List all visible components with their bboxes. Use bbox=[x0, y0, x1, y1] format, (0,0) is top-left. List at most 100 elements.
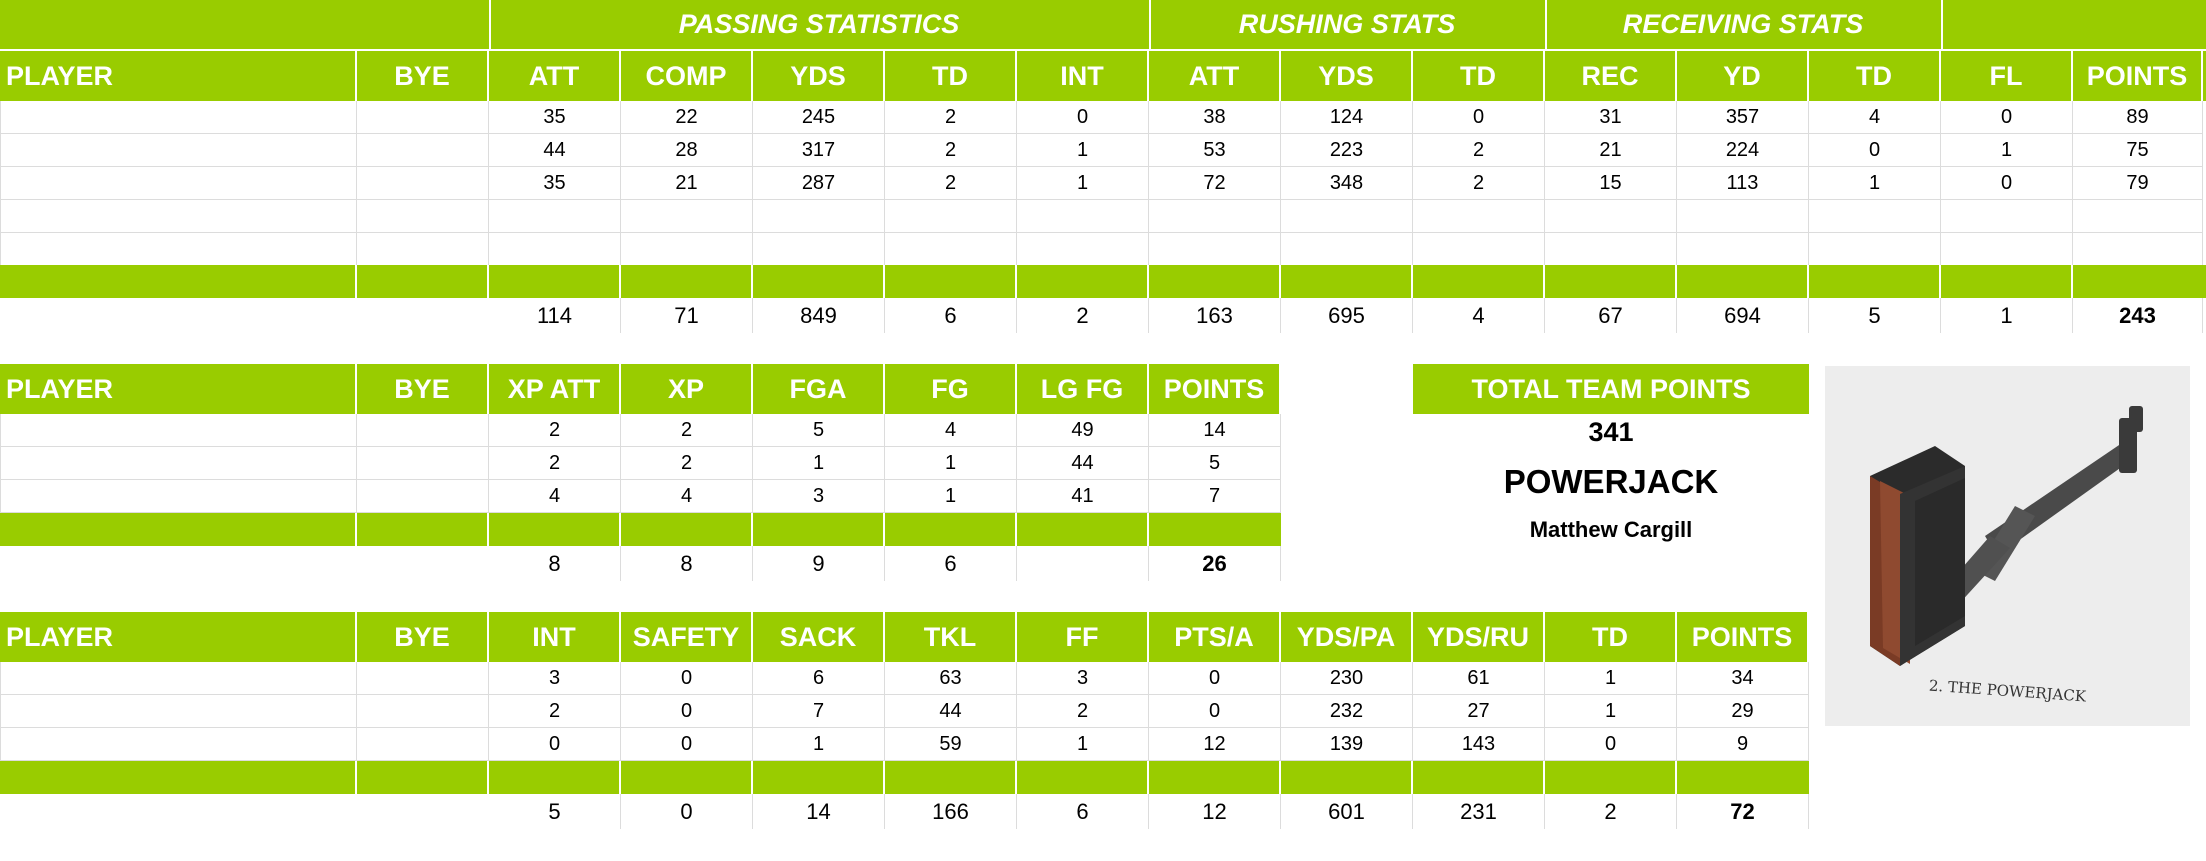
off-total-cell: 71 bbox=[621, 298, 753, 333]
def-spacer-divider bbox=[355, 761, 357, 794]
def-spacer-divider bbox=[1411, 761, 1413, 794]
defense-header-row bbox=[0, 612, 1809, 662]
kick-cell: 44 bbox=[1017, 447, 1149, 480]
kick-cell: 49 bbox=[1017, 414, 1149, 447]
off-cell bbox=[0, 101, 357, 134]
off-cell: 2 bbox=[1413, 167, 1545, 200]
off-empty-cell bbox=[1413, 200, 1545, 233]
off-empty-cell bbox=[1941, 200, 2073, 233]
kick-cell: 2 bbox=[621, 414, 753, 447]
off-cell: 79 bbox=[2073, 167, 2203, 200]
kick-total-points: 26 bbox=[1149, 546, 1281, 581]
def-spacer-divider bbox=[1279, 761, 1281, 794]
off-empty-cell bbox=[1677, 200, 1809, 233]
off-header-13: FL bbox=[1941, 51, 2073, 101]
off-empty-cell bbox=[0, 233, 357, 266]
off-spacer-divider bbox=[1411, 265, 1413, 298]
off-total-cell: 2 bbox=[1017, 298, 1149, 333]
def-header-6: FF bbox=[1017, 612, 1149, 662]
kick-header-4: FGA bbox=[753, 364, 885, 414]
off-cell: 75 bbox=[2073, 134, 2203, 167]
kick-cell: 7 bbox=[1149, 480, 1281, 513]
off-header-14: POINTS bbox=[2073, 51, 2203, 101]
def-cell: 2 bbox=[489, 695, 621, 728]
off-header-3: COMP bbox=[621, 51, 753, 101]
kick-total-cell: 6 bbox=[885, 546, 1017, 581]
def-spacer-divider bbox=[1543, 761, 1545, 794]
def-cell: 12 bbox=[1149, 728, 1281, 761]
off-cell: 28 bbox=[621, 134, 753, 167]
off-cell: 0 bbox=[1941, 101, 2073, 134]
def-cell: 44 bbox=[885, 695, 1017, 728]
kick-header-6: LG FG bbox=[1017, 364, 1149, 414]
off-cell: 287 bbox=[753, 167, 885, 200]
offense-group-header-row bbox=[0, 0, 2206, 49]
off-header-7: ATT bbox=[1149, 51, 1281, 101]
off-cell: 2 bbox=[885, 101, 1017, 134]
off-total-cell: 695 bbox=[1281, 298, 1413, 333]
kick-cell: 2 bbox=[489, 414, 621, 447]
kick-header-2: XP ATT bbox=[489, 364, 621, 414]
off-total-cell: 6 bbox=[885, 298, 1017, 333]
off-cell: 0 bbox=[1809, 134, 1941, 167]
def-spacer-divider bbox=[487, 761, 489, 794]
off-empty-cell bbox=[1545, 233, 1677, 266]
off-cell: 15 bbox=[1545, 167, 1677, 200]
off-cell: 317 bbox=[753, 134, 885, 167]
off-cell: 2 bbox=[1413, 134, 1545, 167]
kick-cell: 5 bbox=[1149, 447, 1281, 480]
passing-group-label: PASSING STATISTICS bbox=[678, 9, 960, 39]
off-spacer-divider bbox=[487, 265, 489, 298]
kick-header-5: FG bbox=[885, 364, 1017, 414]
kick-cell bbox=[0, 447, 357, 480]
kick-spacer-divider bbox=[355, 513, 357, 546]
def-cell: 1 bbox=[753, 728, 885, 761]
kick-header-1: BYE bbox=[357, 364, 489, 414]
off-cell: 348 bbox=[1281, 167, 1413, 200]
receiving-group-label: RECEIVING STATS bbox=[1622, 9, 1864, 39]
def-total-cell: 601 bbox=[1281, 794, 1413, 829]
off-total-cell: 849 bbox=[753, 298, 885, 333]
kick-cell: 1 bbox=[885, 447, 1017, 480]
def-header-11: POINTS bbox=[1677, 612, 1809, 662]
total-team-points-value: 341 bbox=[1588, 416, 1634, 447]
off-cell: 245 bbox=[753, 101, 885, 134]
kick-cell: 2 bbox=[489, 447, 621, 480]
rushing-group-label: RUSHING STATS bbox=[1238, 9, 1456, 39]
kick-total-cell: 8 bbox=[621, 546, 753, 581]
def-total-cell: 14 bbox=[753, 794, 885, 829]
kick-total-cell bbox=[1017, 546, 1149, 581]
off-empty-cell bbox=[621, 200, 753, 233]
off-total-cell: 694 bbox=[1677, 298, 1809, 333]
team-logo: 2. THE POWERJACK bbox=[1825, 366, 2190, 726]
off-spacer-divider bbox=[1015, 265, 1017, 298]
def-cell bbox=[357, 695, 489, 728]
def-header-3: SAFETY bbox=[621, 612, 753, 662]
off-spacer-divider bbox=[1675, 265, 1677, 298]
def-total-points: 72 bbox=[1677, 794, 1809, 829]
off-cell: 0 bbox=[1017, 101, 1149, 134]
def-cell: 0 bbox=[621, 662, 753, 695]
def-cell: 0 bbox=[621, 695, 753, 728]
kick-header-7: POINTS bbox=[1149, 364, 1281, 414]
kick-cell bbox=[0, 414, 357, 447]
off-cell: 35 bbox=[489, 167, 621, 200]
def-cell: 27 bbox=[1413, 695, 1545, 728]
off-cell: 21 bbox=[1545, 134, 1677, 167]
off-cell: 0 bbox=[1413, 101, 1545, 134]
off-header-6: INT bbox=[1017, 51, 1149, 101]
def-cell bbox=[0, 662, 357, 695]
def-header-7: PTS/A bbox=[1149, 612, 1281, 662]
off-cell: 44 bbox=[489, 134, 621, 167]
off-total-cell: 114 bbox=[489, 298, 621, 333]
def-header-8: YDS/PA bbox=[1281, 612, 1413, 662]
kick-cell bbox=[357, 480, 489, 513]
off-cell: 2 bbox=[885, 167, 1017, 200]
kicking-spacer-row bbox=[0, 513, 1281, 546]
off-spacer-divider bbox=[1279, 265, 1281, 298]
off-empty-cell bbox=[1413, 233, 1545, 266]
off-cell: 224 bbox=[1677, 134, 1809, 167]
power-jack-image bbox=[1870, 406, 2143, 666]
kick-spacer-divider bbox=[1015, 513, 1017, 546]
def-cell: 6 bbox=[753, 662, 885, 695]
